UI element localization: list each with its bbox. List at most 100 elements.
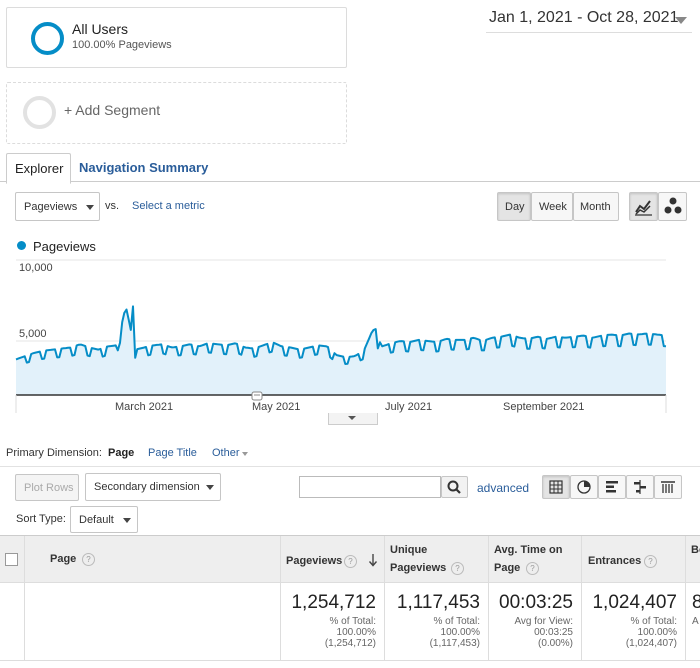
dimension-page[interactable]: Page [108, 447, 135, 459]
x-tick-july: July 2021 [385, 401, 433, 413]
totals-avg-time-pct: (0.00%) [537, 638, 573, 649]
sort-descending-icon [368, 554, 378, 567]
line-chart-button[interactable] [629, 192, 658, 221]
advanced-filter-link[interactable]: advanced [477, 481, 530, 495]
select-metric-link[interactable]: Select a metric [132, 200, 205, 212]
tab-explorer[interactable]: Explorer [6, 153, 71, 184]
sort-type-label: Sort Type: [16, 513, 66, 525]
chevron-down-icon [86, 205, 94, 210]
chevron-down-icon [123, 518, 131, 523]
motion-chart-button[interactable] [658, 192, 687, 221]
help-icon[interactable]: ? [451, 562, 464, 575]
comparison-view-button[interactable] [626, 475, 654, 499]
segment-all-users[interactable]: All Users 100.00% Pageviews [6, 7, 347, 68]
header-page[interactable]: Page ? [25, 536, 281, 582]
pivot-view-button[interactable] [654, 475, 682, 499]
header-bounces[interactable]: Bo [686, 536, 700, 582]
header-avg-time[interactable]: Avg. Time on Page ? [489, 536, 582, 582]
header-pageviews-label: Pageviews [286, 555, 343, 567]
pie-view-button[interactable] [570, 475, 598, 499]
tabs-divider [0, 181, 700, 182]
help-icon[interactable]: ? [82, 553, 95, 566]
add-segment-button[interactable]: + Add Segment [6, 82, 347, 144]
date-range-picker[interactable]: Jan 1, 2021 - Oct 28, 2021 [486, 6, 692, 33]
header-avg-time-label-1: Avg. Time on [494, 544, 563, 556]
performance-view-button[interactable] [598, 475, 626, 499]
header-entrances-label: Entrances [588, 555, 642, 567]
tab-navigation-summary[interactable]: Navigation Summary [79, 160, 209, 175]
help-icon[interactable]: ? [644, 555, 657, 568]
tab-explorer-label: Explorer [15, 161, 64, 176]
y-tick-10000: 10,000 [19, 262, 53, 274]
series-line [15, 305, 667, 365]
totals-entrances-label: % of Total: [630, 616, 677, 627]
metric-select[interactable]: Pageviews [15, 192, 100, 221]
date-range-text: Jan 1, 2021 - Oct 28, 2021 [489, 9, 679, 26]
totals-unique-pct: 100.00% [440, 627, 480, 638]
dimension-other-label: Other [212, 447, 240, 459]
add-segment-label: + Add Segment [64, 102, 161, 118]
totals-entrances-value: 1,024,407 [592, 592, 677, 613]
granularity-month-button[interactable]: Month [573, 192, 619, 221]
plot-rows-button[interactable]: Plot Rows [15, 474, 79, 501]
totals-bounces-value: 8 [692, 592, 700, 613]
pie-view-icon [577, 480, 591, 494]
header-select-all [0, 536, 25, 582]
header-page-label: Page [50, 553, 77, 565]
totals-avg-time-label: Avg for View: [514, 616, 573, 627]
header-avg-time-label-2: Page [494, 562, 521, 574]
search-button[interactable] [441, 476, 468, 498]
granularity-week-button[interactable]: Week [531, 192, 573, 221]
chevron-down-icon [242, 452, 248, 456]
header-pageviews[interactable]: Pageviews ? [281, 536, 385, 582]
totals-avg-time-value: 00:03:25 [499, 592, 573, 613]
totals-bottom-border [0, 660, 700, 661]
totals-pageviews-total: (1,254,712) [324, 638, 376, 649]
granularity-day-button[interactable]: Day [497, 192, 531, 221]
chart-collapse-handle[interactable] [328, 413, 378, 425]
x-tick-march: March 2021 [115, 401, 174, 413]
primary-dimension-label: Primary Dimension: [6, 447, 102, 459]
performance-view-icon [606, 481, 618, 493]
totals-bounces-label: A [692, 616, 699, 627]
pivot-view-icon [661, 481, 675, 493]
select-all-checkbox[interactable] [5, 553, 18, 566]
help-icon[interactable]: ? [344, 555, 357, 568]
table-view-icon [549, 480, 563, 494]
annotation-marker-icon[interactable] [251, 391, 263, 401]
segment-title: All Users [72, 21, 129, 37]
dimension-other[interactable]: Other [212, 447, 248, 459]
granularity-month-label: Month [580, 201, 611, 213]
header-bounces-label: Bo [691, 544, 700, 556]
empty-segment-ring-icon [23, 96, 56, 129]
dimension-divider [0, 466, 700, 467]
dimension-page-title[interactable]: Page Title [148, 447, 197, 459]
secondary-dimension-label: Secondary dimension [94, 481, 200, 493]
table-top-border [0, 535, 700, 536]
help-icon[interactable]: ? [526, 562, 539, 575]
vs-label: vs. [105, 200, 120, 212]
header-unique-label-2: Pageviews [390, 562, 447, 574]
totals-avg-time-view: 00:03:25 [534, 627, 573, 638]
motion-chart-icon [664, 197, 682, 214]
totals-unique-value: 1,117,453 [396, 592, 480, 613]
legend-pageviews-label: Pageviews [33, 239, 96, 254]
sort-type-select[interactable]: Default [70, 506, 138, 533]
totals-entrances-cell: 1,024,407 % of Total: 100.00% (1,024,407… [582, 582, 686, 660]
table-search-input[interactable] [299, 476, 441, 498]
header-entrances[interactable]: Entrances ? [582, 536, 686, 582]
totals-pageviews-pct: 100.00% [336, 627, 376, 638]
totals-pageviews-value: 1,254,712 [291, 592, 376, 613]
x-tick-september: September 2021 [503, 401, 585, 413]
line-chart-icon [635, 200, 652, 216]
header-unique-pageviews[interactable]: Unique Pageviews ? [385, 536, 489, 582]
totals-checkbox-cell [0, 582, 25, 660]
totals-bounces-cell: 8 A [686, 582, 700, 660]
granularity-day-label: Day [505, 201, 525, 213]
table-view-button[interactable] [542, 475, 570, 499]
totals-entrances-total: (1,024,407) [625, 638, 677, 649]
secondary-dimension-select[interactable]: Secondary dimension [85, 473, 221, 501]
legend-pageviews-dot [17, 241, 26, 250]
totals-page-cell [25, 582, 281, 660]
plot-rows-label: Plot Rows [24, 482, 74, 494]
